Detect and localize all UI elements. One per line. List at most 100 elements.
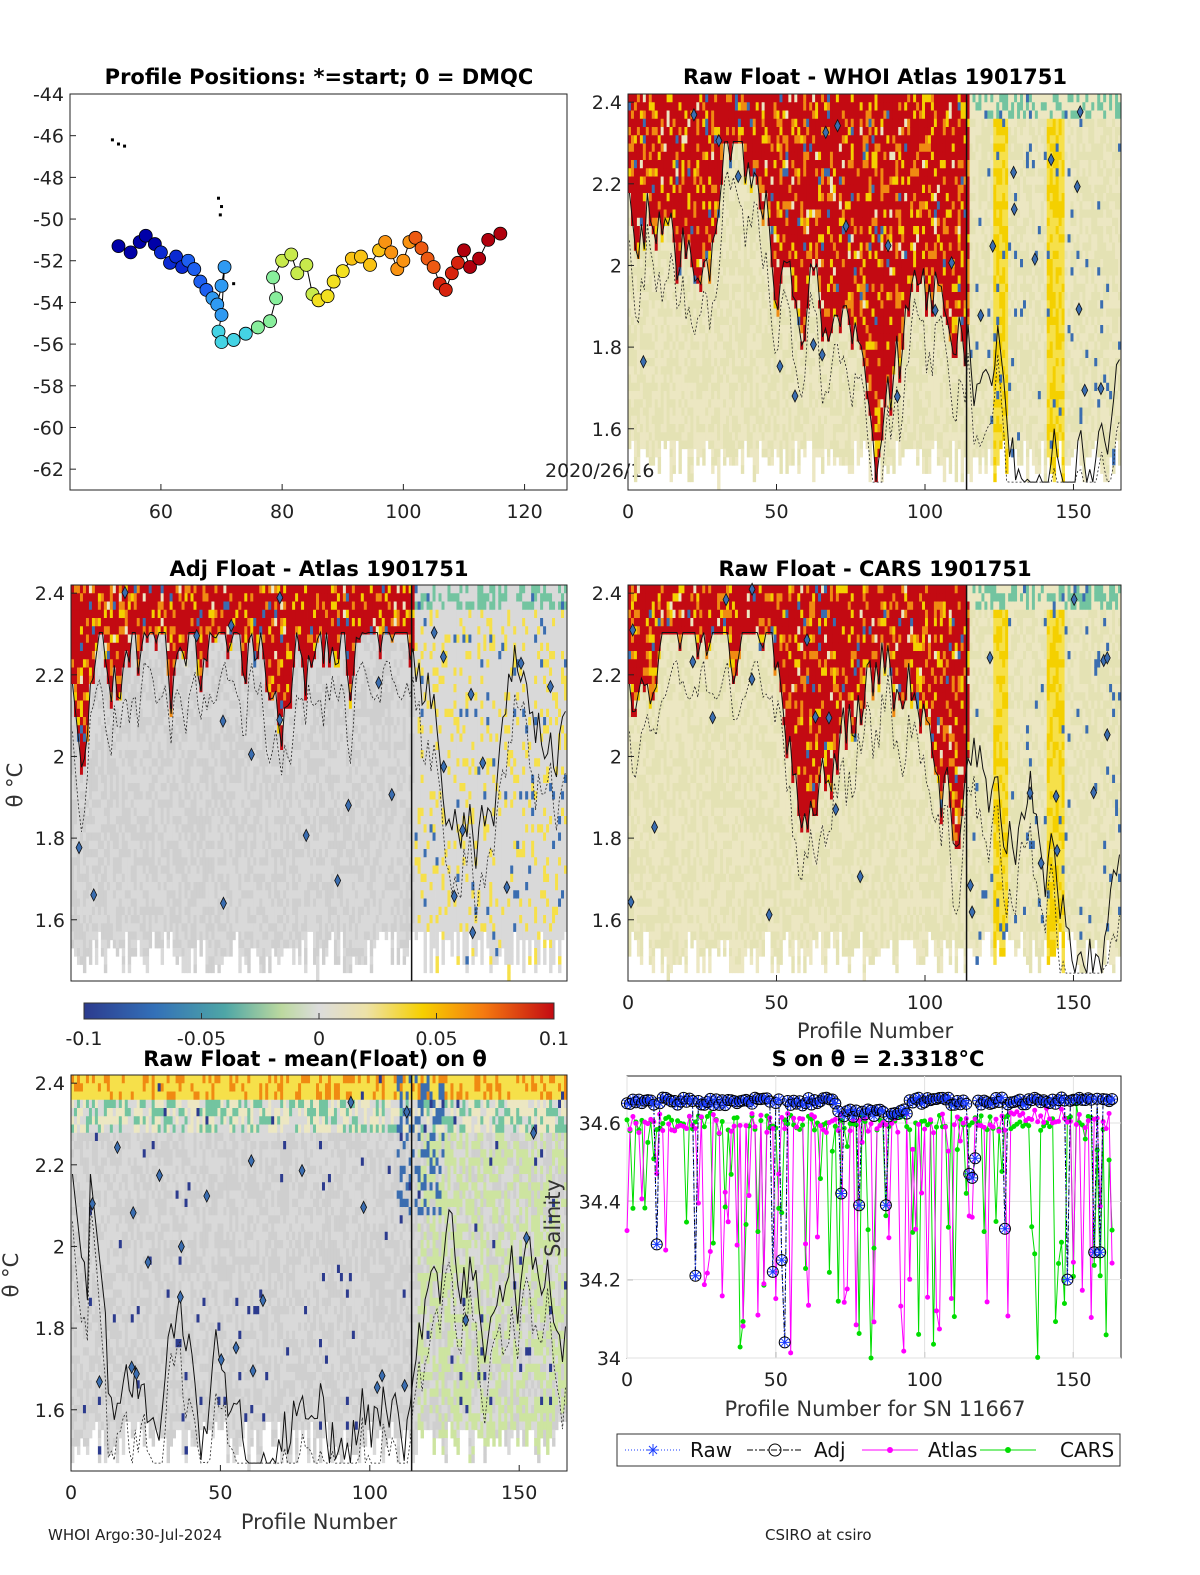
raw-atlas-cell bbox=[637, 201, 640, 210]
raw-atlas-cell bbox=[637, 309, 640, 318]
raw-atlas-cell bbox=[696, 201, 699, 210]
raw-atlas-cell bbox=[693, 358, 696, 367]
raw-atlas-cell bbox=[699, 375, 702, 384]
raw-atlas-cell bbox=[658, 102, 661, 111]
raw-atlas-cell bbox=[673, 383, 676, 392]
raw-atlas-cell bbox=[634, 193, 637, 202]
raw-atlas-cell bbox=[637, 127, 640, 136]
raw-atlas-cell bbox=[631, 102, 634, 111]
raw-atlas-cell bbox=[655, 317, 658, 326]
positions-ytick-label: -58 bbox=[33, 376, 64, 398]
raw-atlas-cell bbox=[640, 127, 643, 136]
raw-atlas-cell bbox=[658, 160, 661, 169]
raw-atlas-cell bbox=[670, 284, 673, 293]
raw-atlas-cell bbox=[655, 449, 658, 458]
raw-atlas-cell bbox=[681, 135, 684, 144]
raw-atlas-cell bbox=[684, 160, 687, 169]
raw-atlas-cell bbox=[673, 177, 676, 186]
raw-atlas-cell bbox=[664, 135, 667, 144]
raw-atlas-cell bbox=[681, 119, 684, 128]
raw-atlas-cell bbox=[649, 416, 652, 425]
raw-atlas-cell bbox=[670, 408, 673, 417]
raw-atlas-cell bbox=[714, 210, 717, 219]
raw-atlas-cell bbox=[684, 383, 687, 392]
raw-atlas-cell bbox=[655, 144, 658, 153]
raw-atlas-cell bbox=[678, 144, 681, 153]
raw-atlas-cell bbox=[664, 127, 667, 136]
raw-atlas-cell bbox=[670, 135, 673, 144]
raw-atlas-cell bbox=[676, 135, 679, 144]
raw-atlas-cell bbox=[690, 366, 693, 375]
raw-atlas-cell bbox=[655, 424, 658, 433]
raw-atlas-cell bbox=[655, 366, 658, 375]
raw-atlas-cell bbox=[676, 127, 679, 136]
raw-atlas-cell bbox=[687, 408, 690, 417]
raw-atlas-cell bbox=[705, 375, 708, 384]
raw-atlas-cell bbox=[711, 267, 714, 276]
raw-atlas-cell bbox=[711, 383, 714, 392]
raw-atlas-cell bbox=[634, 284, 637, 293]
raw-atlas-cell bbox=[684, 152, 687, 161]
raw-atlas-cell bbox=[673, 127, 676, 136]
raw-atlas-cell bbox=[696, 391, 699, 400]
raw-atlas-cell bbox=[667, 408, 670, 417]
raw-atlas-cell bbox=[678, 276, 681, 285]
raw-atlas-cell bbox=[646, 300, 649, 309]
raw-atlas-cell bbox=[705, 325, 708, 334]
raw-atlas-cell bbox=[667, 416, 670, 425]
raw-atlas-cell bbox=[655, 342, 658, 351]
raw-atlas-cell bbox=[667, 300, 670, 309]
raw-atlas-cell bbox=[699, 399, 702, 408]
raw-atlas-cell bbox=[678, 226, 681, 235]
raw-atlas-cell bbox=[664, 144, 667, 153]
raw-atlas-cell bbox=[634, 474, 637, 483]
raw-atlas-cell bbox=[702, 177, 705, 186]
raw-atlas-cell bbox=[714, 350, 717, 359]
raw-atlas-cell bbox=[711, 350, 714, 359]
raw-atlas-cell bbox=[696, 152, 699, 161]
raw-atlas-cell bbox=[637, 144, 640, 153]
raw-atlas-cell bbox=[693, 160, 696, 169]
raw-atlas-cell bbox=[670, 267, 673, 276]
raw-atlas-cell bbox=[693, 309, 696, 318]
raw-atlas-cell bbox=[670, 325, 673, 334]
raw-atlas-cell bbox=[664, 375, 667, 384]
raw-atlas-cell bbox=[655, 399, 658, 408]
raw-atlas-cell bbox=[714, 408, 717, 417]
raw-atlas-cell bbox=[708, 284, 711, 293]
raw-atlas-cell bbox=[628, 358, 631, 367]
raw-atlas-cell bbox=[708, 383, 711, 392]
raw-atlas-cell bbox=[714, 416, 717, 425]
raw-atlas-cell bbox=[684, 144, 687, 153]
raw-atlas-cell bbox=[708, 177, 711, 186]
raw-atlas-cell bbox=[693, 424, 696, 433]
raw-atlas-cell bbox=[676, 317, 679, 326]
raw-atlas-cell bbox=[655, 259, 658, 268]
raw-atlas-cell bbox=[652, 457, 655, 466]
raw-atlas-cell bbox=[649, 333, 652, 342]
raw-atlas-cell bbox=[664, 408, 667, 417]
raw-atlas-cell bbox=[646, 119, 649, 128]
raw-atlas-cell bbox=[649, 177, 652, 186]
raw-atlas-cell bbox=[640, 408, 643, 417]
raw-atlas-cell bbox=[661, 152, 664, 161]
raw-atlas-cell bbox=[696, 251, 699, 260]
raw-atlas-cell bbox=[699, 408, 702, 417]
raw-atlas-cell bbox=[696, 416, 699, 425]
raw-atlas-cell bbox=[681, 267, 684, 276]
raw-atlas-cell bbox=[643, 309, 646, 318]
raw-atlas-cell bbox=[681, 160, 684, 169]
raw-atlas-cell bbox=[640, 424, 643, 433]
raw-atlas-cell bbox=[684, 284, 687, 293]
raw-atlas-cell bbox=[711, 399, 714, 408]
raw-atlas-cell bbox=[670, 449, 673, 458]
raw-atlas-cell bbox=[705, 152, 708, 161]
raw-atlas-cell bbox=[652, 102, 655, 111]
raw-atlas-cell bbox=[705, 193, 708, 202]
raw-atlas-cell bbox=[631, 317, 634, 326]
raw-atlas-cell bbox=[702, 168, 705, 177]
raw-atlas-cell bbox=[687, 292, 690, 301]
raw-atlas-cell bbox=[658, 152, 661, 161]
raw-atlas-cell bbox=[696, 218, 699, 227]
raw-atlas-cell bbox=[676, 424, 679, 433]
